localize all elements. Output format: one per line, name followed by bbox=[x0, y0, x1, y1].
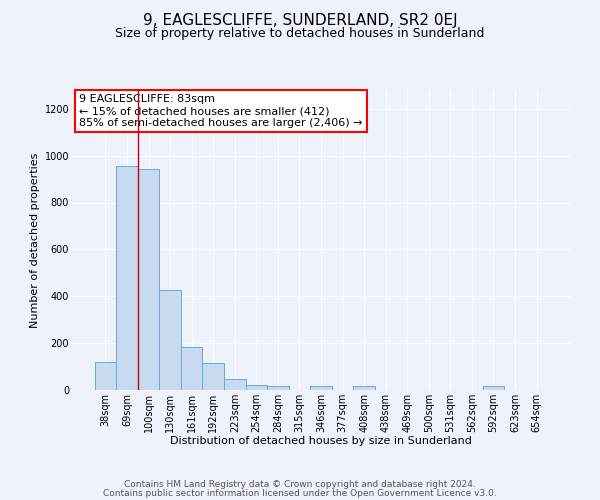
Bar bbox=[202, 363, 224, 390]
Text: Size of property relative to detached houses in Sunderland: Size of property relative to detached ho… bbox=[115, 28, 485, 40]
Bar bbox=[482, 386, 504, 390]
X-axis label: Distribution of detached houses by size in Sunderland: Distribution of detached houses by size … bbox=[170, 436, 472, 446]
Bar bbox=[160, 290, 181, 390]
Y-axis label: Number of detached properties: Number of detached properties bbox=[31, 152, 40, 328]
Bar bbox=[224, 379, 245, 390]
Bar bbox=[116, 166, 138, 390]
Bar bbox=[245, 385, 267, 390]
Bar bbox=[95, 362, 116, 390]
Text: 9, EAGLESCLIFFE, SUNDERLAND, SR2 0EJ: 9, EAGLESCLIFFE, SUNDERLAND, SR2 0EJ bbox=[143, 12, 457, 28]
Bar bbox=[310, 386, 332, 390]
Text: 9 EAGLESCLIFFE: 83sqm
← 15% of detached houses are smaller (412)
85% of semi-det: 9 EAGLESCLIFFE: 83sqm ← 15% of detached … bbox=[79, 94, 363, 128]
Text: Contains public sector information licensed under the Open Government Licence v3: Contains public sector information licen… bbox=[103, 488, 497, 498]
Bar bbox=[181, 346, 202, 390]
Bar bbox=[138, 168, 160, 390]
Text: Contains HM Land Registry data © Crown copyright and database right 2024.: Contains HM Land Registry data © Crown c… bbox=[124, 480, 476, 489]
Bar bbox=[267, 386, 289, 390]
Bar bbox=[353, 386, 375, 390]
